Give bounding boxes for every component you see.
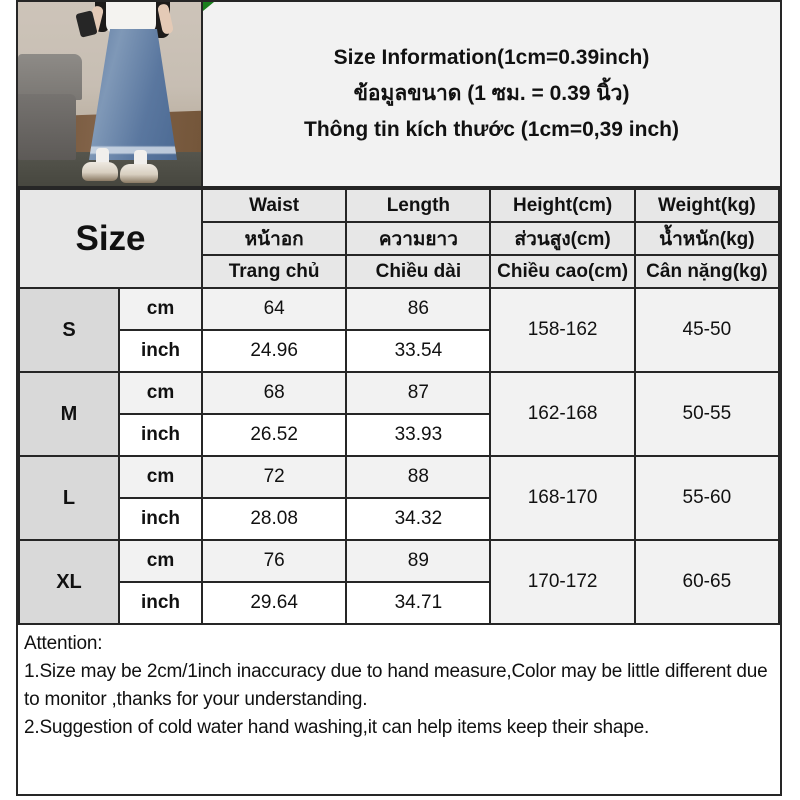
row-m-cm: M cm 68 87 162-168 50-55 [18,371,781,457]
unit-cm-xl: cm [117,539,204,583]
size-chart-panel: Size Information(1cm=0.39inch) ข้อมูลขนา… [16,0,782,796]
size-cell-xl: XL [18,539,120,625]
weight-m: 50-55 [633,371,781,457]
length-inch-m: 33.93 [345,413,492,457]
title-english: Size Information(1cm=0.39inch) [333,46,650,69]
photo-sneaker-right [120,164,158,183]
attention-note-2: 2.Suggestion of cold water hand washing,… [24,717,650,738]
waist-inch-xl: 29.64 [201,581,348,625]
height-m: 162-168 [489,371,636,457]
row-l-cm: L cm 72 88 168-170 55-60 [18,455,781,541]
height-xl: 170-172 [489,539,636,625]
photo-sofa-arm [18,94,76,160]
unit-cm-l: cm [117,455,204,499]
weight-l: 55-60 [633,455,781,541]
photo-crop-top [106,2,156,34]
col-header-weight-en: Weight(kg) [633,188,781,223]
green-corner-marker [203,2,214,11]
title-vietnamese: Thông tin kích thước (1cm=0,39 inch) [304,118,679,141]
weight-xl: 60-65 [633,539,781,625]
unit-inch-xl: inch [117,581,204,625]
length-inch-s: 33.54 [345,329,492,373]
row-xl-cm: XL cm 76 89 170-172 60-65 [18,539,781,625]
col-header-length-en: Length [345,188,492,223]
col-header-height-vi: Chiều cao(cm) [489,254,636,289]
col-header-height-en: Height(cm) [489,188,636,223]
col-header-weight-th: น้ำหนัก(kg) [633,221,781,256]
header-row-vi: Trang chủ Chiều dài Chiều cao(cm) Cân nặ… [19,254,781,289]
photo-sofa-back [18,54,82,100]
waist-cm-l: 72 [201,455,348,499]
size-header-cell: Size [17,188,204,289]
unit-inch-s: inch [117,329,204,373]
length-cm-l: 88 [345,455,492,499]
photo-sneaker-left [82,162,118,181]
col-header-weight-vi: Cân nặng(kg) [633,254,781,289]
title-block: Size Information(1cm=0.39inch) ข้อมูลขนา… [203,2,780,186]
attention-section: Attention: 1.Size may be 2cm/1inch inacc… [18,625,780,794]
unit-cm-m: cm [117,371,204,415]
waist-cm-m: 68 [201,371,348,415]
length-inch-xl: 34.71 [345,581,492,625]
product-photo [18,2,203,186]
length-cm-m: 87 [345,371,492,415]
col-header-height-th: ส่วนสูง(cm) [489,221,636,256]
header-row-en: Size Waist Length Height(cm) Weight(kg) [17,188,781,289]
row-s-inch: inch 24.96 33.54 [19,329,779,373]
unit-cm-s: cm [117,287,204,331]
col-header-waist-en: Waist [201,188,348,223]
attention-heading: Attention: [24,633,103,654]
waist-cm-s: 64 [201,287,348,331]
size-cell-s: S [18,287,120,373]
row-l-inch: inch 28.08 34.32 [19,497,779,541]
size-table: Size Waist Length Height(cm) Weight(kg) … [17,188,781,625]
length-cm-s: 86 [345,287,492,331]
header-row-th: หน้าอก ความยาว ส่วนสูง(cm) น้ำหนัก(kg) [19,221,781,256]
unit-inch-l: inch [117,497,204,541]
waist-inch-l: 28.08 [201,497,348,541]
col-header-length-th: ความยาว [345,221,492,256]
size-cell-l: L [18,455,120,541]
top-row: Size Information(1cm=0.39inch) ข้อมูลขนา… [18,2,780,188]
weight-s: 45-50 [633,287,781,373]
unit-inch-m: inch [117,413,204,457]
height-s: 158-162 [489,287,636,373]
row-xl-inch: inch 29.64 34.71 [19,581,779,625]
row-m-inch: inch 26.52 33.93 [19,413,779,457]
attention-note-1: 1.Size may be 2cm/1inch inaccuracy due t… [24,661,768,710]
title-thai: ข้อมูลขนาด (1 ซม. = 0.39 นิ้ว) [353,82,630,105]
waist-inch-m: 26.52 [201,413,348,457]
size-cell-m: M [18,371,120,457]
height-l: 168-170 [489,455,636,541]
length-inch-l: 34.32 [345,497,492,541]
col-header-waist-vi: Trang chủ [201,254,348,289]
waist-inch-s: 24.96 [201,329,348,373]
waist-cm-xl: 76 [201,539,348,583]
row-s-cm: S cm 64 86 158-162 45-50 [18,287,781,373]
col-header-length-vi: Chiều dài [345,254,492,289]
col-header-waist-th: หน้าอก [201,221,348,256]
length-cm-xl: 89 [345,539,492,583]
